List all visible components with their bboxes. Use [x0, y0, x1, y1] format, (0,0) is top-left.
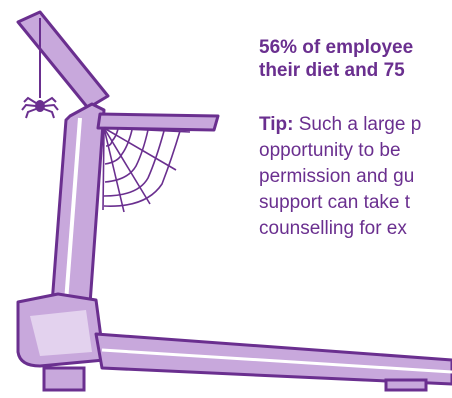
tip-line-3: permission and gu: [259, 166, 415, 187]
text-panel: 56% of employee their diet and 75 Tip: S…: [259, 36, 452, 242]
treadmill-front-foot: [42, 366, 86, 392]
treadmill-back-foot: [384, 378, 428, 392]
spider-icon: [21, 96, 59, 119]
tip-line-5: counselling for ex: [259, 218, 407, 239]
treadmill-console-arm: [16, 10, 110, 110]
tip-line-1: Tip: Such a large p: [259, 112, 452, 138]
headline-line-2: their diet and 75: [259, 60, 405, 81]
tip-line-2: opportunity to be: [259, 140, 401, 161]
tip-paragraph: Tip: Such a large p opportunity to be pe…: [259, 112, 452, 242]
headline: 56% of employee their diet and 75: [259, 36, 452, 82]
tip-label: Tip:: [259, 114, 294, 135]
treadmill-handlebar: [96, 112, 220, 132]
treadmill-housing-panel: [30, 310, 92, 356]
treadmill-post-highlight: [64, 117, 82, 303]
treadmill-belt-line: [101, 348, 452, 374]
headline-line-1: 56% of employee: [259, 37, 414, 58]
tip-line-4: support can take t: [259, 192, 411, 213]
treadmill-deck: [94, 332, 452, 386]
tip-text-1: Such a large p: [293, 114, 422, 135]
cobweb-icon: [102, 127, 191, 213]
